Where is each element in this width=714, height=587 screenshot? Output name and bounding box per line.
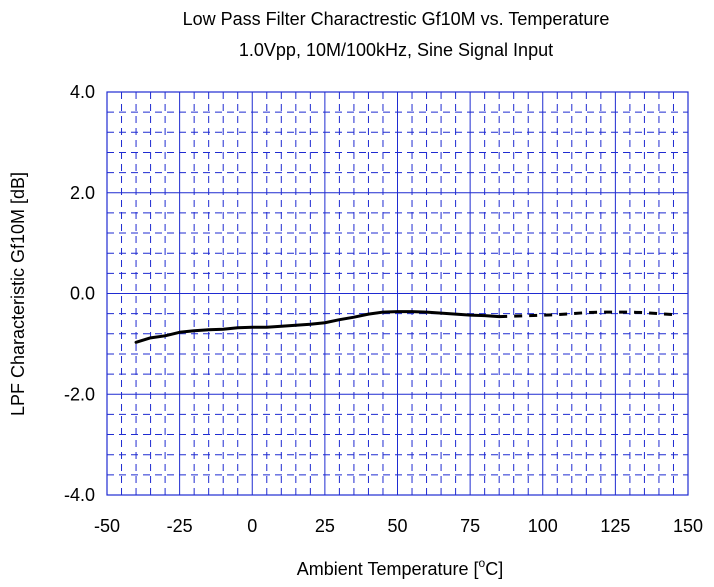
x-tick-label: 50 <box>387 516 407 536</box>
chart-subtitle: 1.0Vpp, 10M/100kHz, Sine Signal Input <box>239 40 553 60</box>
x-axis-label-unit: C] <box>485 559 503 579</box>
y-axis-label: LPF Characteristic Gf10M [dB] <box>8 172 28 416</box>
y-tick-label: 2.0 <box>70 183 95 203</box>
x-axis-label: Ambient Temperature [oC] <box>297 556 503 579</box>
x-tick-label: 75 <box>460 516 480 536</box>
y-tick-labels: -4.0 -2.0 0.0 2.0 4.0 <box>64 82 95 505</box>
series-line-solid <box>134 310 501 344</box>
x-axis-label-superscript: o <box>479 556 486 570</box>
x-tick-label: 0 <box>247 516 257 536</box>
y-tick-label: 0.0 <box>70 284 95 304</box>
x-tick-label: 25 <box>315 516 335 536</box>
x-tick-label: 150 <box>673 516 703 536</box>
x-tick-label: 125 <box>600 516 630 536</box>
y-tick-label: 4.0 <box>70 82 95 102</box>
x-tick-label: -25 <box>167 516 193 536</box>
x-axis-label-text: Ambient Temperature [ <box>297 559 479 579</box>
x-tick-labels: -50 -25 0 25 50 75 100 125 150 <box>94 516 703 536</box>
series-layer <box>134 310 674 344</box>
y-tick-label: -2.0 <box>64 384 95 404</box>
x-tick-label: 100 <box>528 516 558 536</box>
y-tick-label: -4.0 <box>64 485 95 505</box>
chart-title: Low Pass Filter Charactrestic Gf10M vs. … <box>183 9 610 29</box>
major-gridlines <box>107 92 688 495</box>
x-tick-label: -50 <box>94 516 120 536</box>
plot-area <box>106 91 689 496</box>
